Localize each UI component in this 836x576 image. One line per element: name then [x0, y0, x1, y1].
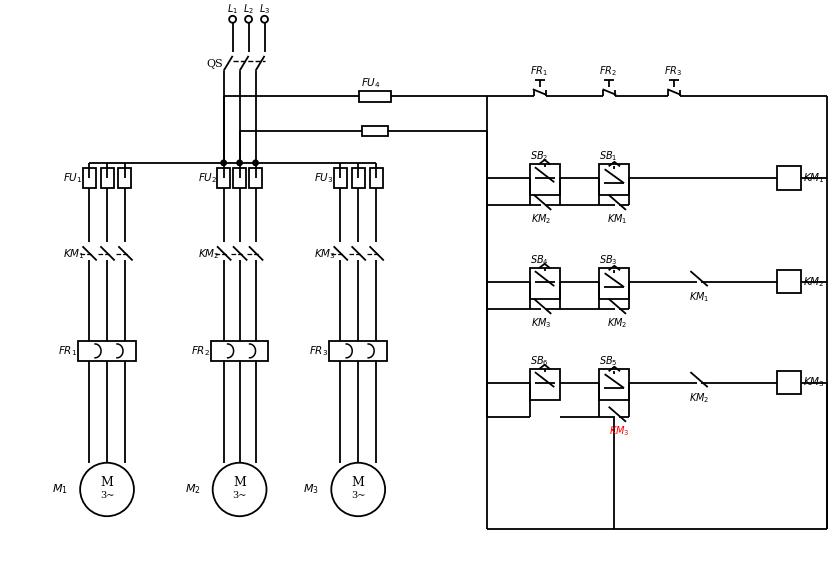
- Text: $KM_1$: $KM_1$: [607, 213, 627, 226]
- Bar: [249, 168, 262, 188]
- Circle shape: [331, 463, 385, 516]
- Text: M: M: [233, 476, 246, 489]
- Circle shape: [252, 160, 257, 165]
- Bar: [83, 168, 95, 188]
- Text: $SB_5$: $SB_5$: [599, 354, 617, 367]
- Text: $SB_2$: $SB_2$: [529, 149, 548, 163]
- Text: $L_2$: $L_2$: [242, 2, 253, 16]
- Bar: [776, 166, 800, 190]
- Text: $FU_4$: $FU_4$: [361, 75, 380, 89]
- Text: 3~: 3~: [350, 491, 365, 500]
- Text: $KM_3$: $KM_3$: [609, 424, 630, 438]
- Text: $FR_3$: $FR_3$: [309, 344, 329, 358]
- Text: $FR_2$: $FR_2$: [191, 344, 210, 358]
- Text: $KM_2$: $KM_2$: [197, 247, 219, 261]
- Text: $KM_1$: $KM_1$: [688, 290, 709, 304]
- Text: 3~: 3~: [232, 491, 247, 500]
- Text: $KM_3$: $KM_3$: [530, 316, 551, 330]
- Bar: [119, 168, 131, 188]
- Text: M: M: [100, 476, 114, 489]
- Text: $FR_1$: $FR_1$: [59, 344, 77, 358]
- Text: $M_3$: $M_3$: [303, 483, 319, 497]
- Bar: [351, 168, 364, 188]
- Bar: [599, 268, 629, 300]
- Text: $KM_3$: $KM_3$: [314, 247, 336, 261]
- Bar: [599, 164, 629, 195]
- Text: $L_3$: $L_3$: [258, 2, 269, 16]
- Text: $KM_2$: $KM_2$: [530, 213, 550, 226]
- Circle shape: [80, 463, 134, 516]
- Bar: [100, 168, 114, 188]
- Bar: [359, 90, 390, 103]
- Text: QS: QS: [206, 59, 223, 69]
- Text: $FU_2$: $FU_2$: [197, 170, 217, 184]
- Text: $SB_6$: $SB_6$: [529, 354, 548, 367]
- Bar: [776, 270, 800, 294]
- Bar: [362, 126, 388, 136]
- Text: $KM_2$: $KM_2$: [802, 275, 823, 289]
- Text: $M_1$: $M_1$: [53, 483, 68, 497]
- Text: $SB_3$: $SB_3$: [599, 253, 617, 267]
- Text: $FU_3$: $FU_3$: [314, 170, 334, 184]
- Text: $KM_3$: $KM_3$: [802, 376, 823, 389]
- Bar: [233, 168, 246, 188]
- Bar: [529, 369, 558, 400]
- Text: $FR_1$: $FR_1$: [529, 64, 547, 78]
- Circle shape: [229, 16, 236, 22]
- Text: $M_2$: $M_2$: [185, 483, 201, 497]
- Bar: [529, 268, 558, 300]
- Bar: [211, 341, 268, 361]
- Bar: [370, 168, 382, 188]
- Text: $L_1$: $L_1$: [227, 2, 237, 16]
- Bar: [529, 164, 558, 195]
- Bar: [599, 369, 629, 400]
- Text: $FR_3$: $FR_3$: [664, 64, 681, 78]
- Text: $KM_2$: $KM_2$: [607, 316, 627, 330]
- Text: 3~: 3~: [99, 491, 114, 500]
- Text: $FU_1$: $FU_1$: [63, 170, 83, 184]
- Circle shape: [245, 16, 252, 22]
- Text: $KM_1$: $KM_1$: [63, 247, 84, 261]
- Text: $SB_4$: $SB_4$: [529, 253, 548, 267]
- Circle shape: [261, 16, 268, 22]
- Text: $SB_1$: $SB_1$: [599, 149, 617, 163]
- Circle shape: [221, 160, 226, 165]
- Circle shape: [237, 160, 242, 165]
- Text: M: M: [351, 476, 364, 489]
- Text: $KM_1$: $KM_1$: [802, 170, 823, 184]
- Bar: [78, 341, 135, 361]
- Circle shape: [212, 463, 266, 516]
- Bar: [334, 168, 346, 188]
- Bar: [217, 168, 230, 188]
- Text: $FR_2$: $FR_2$: [599, 64, 617, 78]
- Text: $KM_2$: $KM_2$: [688, 392, 709, 406]
- Bar: [776, 371, 800, 395]
- Bar: [329, 341, 386, 361]
